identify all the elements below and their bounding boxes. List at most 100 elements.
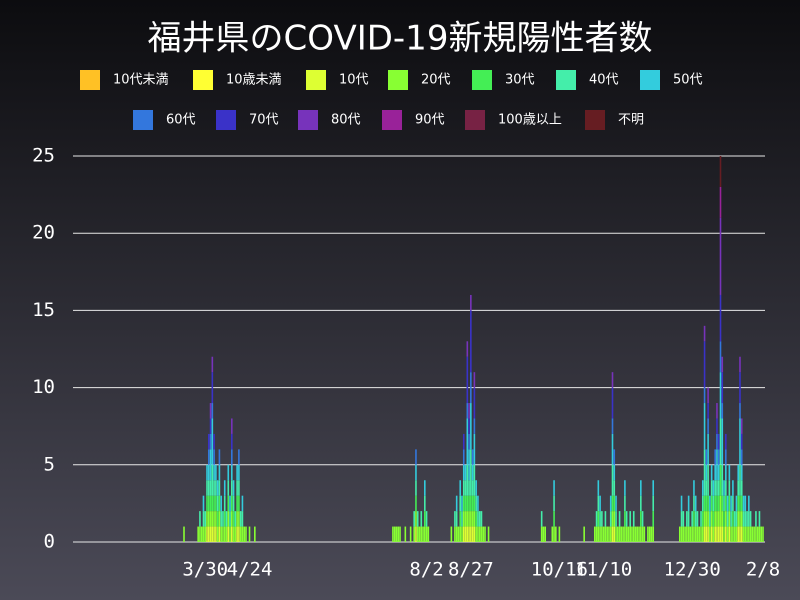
bar-segment xyxy=(473,464,476,496)
bar-segment xyxy=(609,495,612,512)
bar-segment xyxy=(202,511,205,527)
bar-segment xyxy=(739,403,741,419)
bar-segment xyxy=(703,325,706,342)
bar-segment xyxy=(694,495,697,512)
bar-segment xyxy=(241,511,244,527)
bar-segment xyxy=(218,495,221,512)
bar-segment xyxy=(461,495,463,512)
bar-segment xyxy=(636,526,639,542)
bar-segment xyxy=(760,526,763,542)
legend-swatch xyxy=(193,70,213,90)
bar-segment xyxy=(206,526,208,542)
bar-segment xyxy=(415,511,417,527)
bar-segment xyxy=(748,511,750,527)
bar-segment xyxy=(716,511,718,527)
y-tick-label: 25 xyxy=(32,145,55,167)
legend-label: 70代 xyxy=(249,113,279,128)
bar-segment xyxy=(696,511,699,527)
bar-segment xyxy=(716,526,718,542)
bar-segment xyxy=(470,403,472,450)
bar-segment xyxy=(705,526,708,542)
bar-segment xyxy=(207,449,210,465)
bar-segment xyxy=(652,495,655,512)
bar-segment xyxy=(703,341,706,388)
legend-swatch xyxy=(472,70,492,90)
bar-segment xyxy=(478,511,481,527)
bar-segment xyxy=(239,526,242,542)
bar-segment xyxy=(553,495,555,512)
bar-segment xyxy=(462,511,465,527)
bar-segment xyxy=(211,356,214,373)
bar-segment xyxy=(744,495,747,512)
bar-segment xyxy=(238,495,240,512)
bar-segment xyxy=(424,495,426,512)
bar-segment xyxy=(737,526,740,542)
bar-segment xyxy=(213,464,215,481)
bar-segment xyxy=(714,480,716,496)
bar-segment xyxy=(248,526,251,542)
bar-segment xyxy=(632,511,635,527)
bar-segment xyxy=(209,511,212,527)
bar-segment xyxy=(694,511,697,527)
bar-segment xyxy=(241,495,244,512)
legend-label: 10代 xyxy=(339,73,369,88)
bar-segment xyxy=(725,433,727,450)
bar-segment xyxy=(723,511,725,527)
bar-segment xyxy=(211,418,214,465)
bar-segment xyxy=(409,526,412,542)
bar-segment xyxy=(466,511,469,527)
bar-segment xyxy=(629,511,631,527)
bar-segment xyxy=(608,526,610,542)
bar-segment xyxy=(245,526,247,542)
bar-segment xyxy=(241,526,244,542)
legend-swatch xyxy=(388,70,408,90)
bar-segment xyxy=(209,480,212,496)
bar-segment xyxy=(620,526,623,542)
y-tick-label: 15 xyxy=(32,299,55,321)
bar-segment xyxy=(466,418,469,465)
x-tick-label: 8/27 xyxy=(448,559,494,581)
bar-segment xyxy=(755,511,757,527)
bar-segment xyxy=(595,526,598,542)
bar-segment xyxy=(413,526,415,542)
bar-segment xyxy=(693,480,695,496)
bar-segment xyxy=(471,511,474,527)
bar-segment xyxy=(468,403,470,419)
bar-segment xyxy=(213,511,215,527)
bar-segment xyxy=(236,495,238,512)
bar-segment xyxy=(220,495,222,512)
bar-segment xyxy=(471,464,474,481)
bar-segment xyxy=(624,480,626,496)
bar-segment xyxy=(209,495,212,512)
y-tick-label: 5 xyxy=(44,453,55,475)
bar-segment xyxy=(215,511,217,527)
bar-segment xyxy=(640,480,642,496)
bar-segment xyxy=(652,480,655,496)
bar-segment xyxy=(216,480,219,496)
bar-segment xyxy=(601,511,603,527)
bar-segment xyxy=(650,526,653,542)
bar-segment xyxy=(627,526,630,542)
bar-segment xyxy=(236,511,238,527)
legend-label: 10歳未満 xyxy=(226,73,282,88)
bar-segment xyxy=(597,495,600,512)
bar-segment xyxy=(710,526,713,542)
bar-segment xyxy=(712,526,715,542)
bar-segment xyxy=(686,511,688,527)
bar-segment xyxy=(482,526,485,542)
bar-segment xyxy=(728,480,731,496)
bar-segment xyxy=(468,511,470,527)
bar-segment xyxy=(730,495,732,512)
bar-segment xyxy=(215,495,217,512)
bar-segment xyxy=(213,449,215,465)
bar-segment xyxy=(220,526,222,542)
bar-segment xyxy=(717,464,720,481)
x-tick-label: 8/2 xyxy=(409,559,443,581)
bar-segment xyxy=(638,526,640,542)
bar-segment xyxy=(232,511,235,527)
bar-segment xyxy=(231,418,233,434)
bar-segment xyxy=(227,526,230,542)
bar-segment xyxy=(202,526,205,542)
bar-segment xyxy=(487,526,490,542)
